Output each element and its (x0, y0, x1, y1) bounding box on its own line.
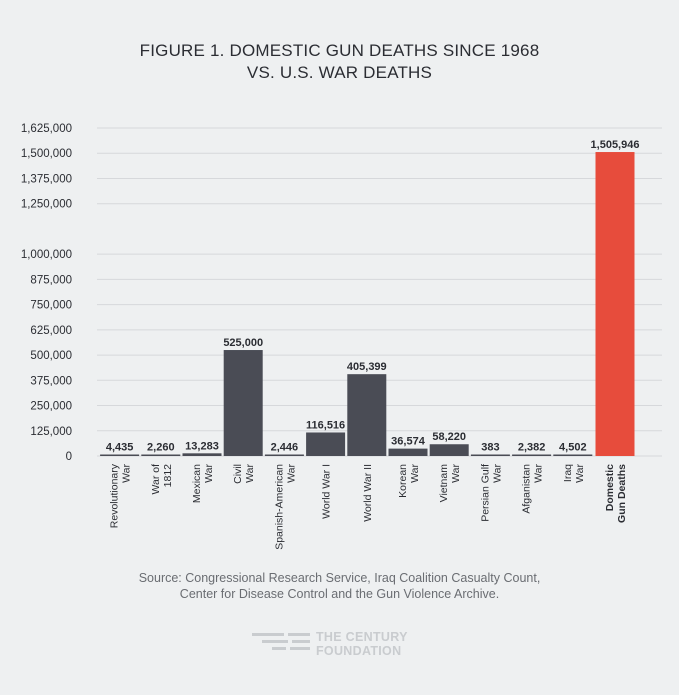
bar-chart: 0 125,000 250,000 375,000 500,000 625,000 750,… (21, 123, 662, 550)
x-tick-label-line: Revolutionary (109, 463, 121, 528)
y-tick-label: 1,000,000 (21, 249, 72, 261)
chart-title-line-1: FIGURE 1. DOMESTIC GUN DEATHS SINCE 1968 (139, 41, 540, 60)
y-tick-label: 500,000 (30, 350, 72, 362)
y-tick-label: 1,625,000 (21, 123, 72, 135)
bar (141, 454, 181, 456)
x-tick-label-line: War (491, 463, 503, 482)
x-tick-label: MexicanWar (191, 463, 215, 503)
bar (553, 454, 593, 456)
x-tick-label: Spanish-AmericanWar (273, 463, 297, 549)
bar (347, 374, 387, 456)
data-label: 13,283 (185, 440, 219, 452)
y-tick-label: 375,000 (30, 375, 72, 387)
data-label: 1,505,946 (591, 139, 640, 151)
x-tick-label: AfganistanWar (521, 463, 545, 513)
data-label: 4,435 (106, 442, 134, 454)
y-tick-label: 875,000 (30, 274, 72, 286)
chart-title: FIGURE 1. DOMESTIC GUN DEATHS SINCE 1968… (0, 40, 679, 84)
x-tick-label-line: Mexican (191, 464, 203, 503)
bar (306, 432, 346, 456)
x-tick-label-line: War (450, 463, 462, 482)
x-tick-label-line: War (203, 463, 215, 482)
y-tick-label: 1,500,000 (21, 148, 72, 160)
bar (100, 454, 140, 456)
x-tick-label-line: Iraq (562, 464, 574, 482)
x-tick-label: IraqWar (562, 463, 586, 482)
logo-mark-line (288, 633, 310, 636)
x-tick-label-line: Spanish-American (273, 464, 285, 550)
logo-mark-line (292, 640, 310, 643)
bar (388, 448, 428, 456)
bar (512, 454, 552, 456)
source-line-1: Source: Congressional Research Service, … (138, 571, 541, 585)
chart-title-line-2: VS. U.S. WAR DEATHS (246, 63, 433, 82)
y-tick-label: 1,250,000 (21, 199, 72, 211)
logo-mark-line (252, 633, 284, 636)
bar (223, 350, 263, 456)
data-label: 116,516 (306, 419, 345, 431)
y-tick-label: 125,000 (30, 426, 72, 438)
logo-wordmark: THE CENTURY FOUNDATION (316, 630, 408, 658)
x-tick-label: World War I (321, 464, 333, 519)
x-tick-label-line: War (121, 463, 133, 482)
data-label: 2,260 (147, 442, 175, 454)
x-tick-label-line: 1812 (162, 464, 174, 488)
x-tick-label: DomesticGun Deaths (604, 464, 628, 523)
century-foundation-logo: THE CENTURY FOUNDATION (252, 630, 432, 660)
x-tick-label-line: Persian Gulf (479, 464, 491, 522)
logo-mark-line (262, 640, 288, 643)
x-tick-label: KoreanWar (397, 463, 421, 497)
y-tick-label: 250,000 (30, 401, 72, 413)
data-label: 4,502 (559, 442, 587, 454)
source-note: Source: Congressional Research Service, … (0, 570, 679, 602)
data-label: 2,446 (271, 442, 299, 454)
x-tick-label-line: War of (150, 464, 162, 495)
data-label: 58,220 (432, 431, 466, 443)
x-tick-label: Persian GulfWar (479, 463, 503, 521)
y-tick-label: 0 (66, 451, 72, 463)
x-tick-label-line: World War II (362, 464, 374, 522)
x-tick-label: VietnamWar (438, 463, 462, 502)
logo-mark-line (272, 647, 286, 650)
data-label: 383 (481, 442, 499, 454)
x-tick-label-line: War (285, 463, 297, 482)
x-tick-label-line: War (574, 463, 586, 482)
logo-text-line-1: THE CENTURY (316, 630, 408, 644)
data-label: 405,399 (347, 361, 387, 373)
x-tick-label: War of1812 (150, 464, 174, 495)
data-label: 2,382 (518, 442, 546, 454)
x-tick-label: CivilWar (232, 463, 256, 483)
x-tick-label: World War II (362, 464, 374, 522)
x-tick-label-line: Civil (232, 464, 244, 484)
x-tick-label-line: War (409, 463, 421, 482)
y-tick-label: 750,000 (30, 300, 72, 312)
bar (470, 454, 510, 456)
y-tick-label: 1,375,000 (21, 173, 72, 185)
bar (264, 454, 304, 456)
x-tick-label-line: Vietnam (438, 464, 450, 503)
x-tick-label-line: War (533, 463, 545, 482)
bar (595, 152, 635, 457)
source-line-2: Center for Disease Control and the Gun V… (179, 587, 500, 601)
logo-text-line-2: FOUNDATION (316, 644, 402, 658)
data-label: 525,000 (223, 337, 263, 349)
bar (182, 453, 222, 456)
x-tick-label-line: Domestic (604, 464, 616, 511)
x-tick-label-line: War (244, 463, 256, 482)
x-tick-label-line: Gun Deaths (616, 464, 628, 523)
x-tick-label-line: Korean (397, 464, 409, 498)
x-tick-label-line: World War I (321, 464, 333, 519)
logo-mark-line (290, 647, 310, 650)
x-tick-label: RevolutionaryWar (109, 463, 133, 528)
x-tick-label-line: Afganistan (521, 464, 533, 514)
y-tick-label: 625,000 (30, 325, 72, 337)
data-label: 36,574 (391, 436, 426, 448)
bar (429, 444, 469, 456)
